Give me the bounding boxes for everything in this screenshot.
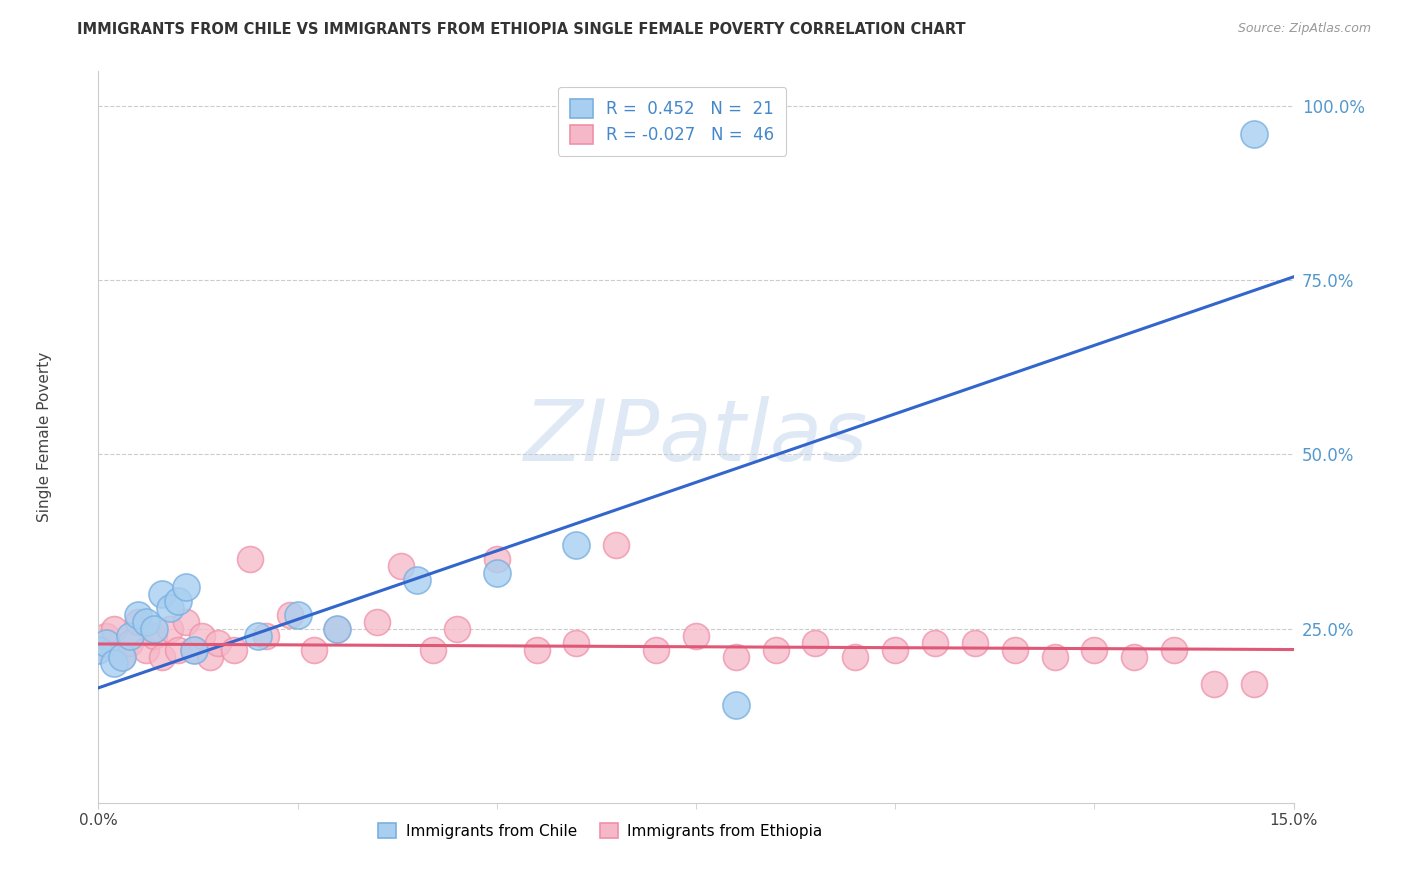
Point — [1083, 642, 1105, 657]
Point — [605, 538, 627, 552]
Point — [924, 635, 946, 649]
Point — [1243, 127, 1265, 141]
Text: Single Female Poverty: Single Female Poverty — [37, 352, 52, 522]
Point — [174, 615, 197, 629]
Point — [87, 642, 110, 657]
Point — [287, 607, 309, 622]
Point — [326, 622, 349, 636]
Point — [159, 622, 181, 636]
Point — [302, 642, 325, 657]
Point — [183, 642, 205, 657]
Point — [222, 642, 245, 657]
Point — [254, 629, 277, 643]
Point — [645, 642, 668, 657]
Point — [526, 642, 548, 657]
Point — [143, 622, 166, 636]
Point — [565, 635, 588, 649]
Text: ZIPatlas: ZIPatlas — [524, 395, 868, 479]
Point — [844, 649, 866, 664]
Text: IMMIGRANTS FROM CHILE VS IMMIGRANTS FROM ETHIOPIA SINGLE FEMALE POVERTY CORRELAT: IMMIGRANTS FROM CHILE VS IMMIGRANTS FROM… — [77, 22, 966, 37]
Point — [366, 615, 388, 629]
Legend: Immigrants from Chile, Immigrants from Ethiopia: Immigrants from Chile, Immigrants from E… — [371, 815, 830, 847]
Point — [135, 642, 157, 657]
Point — [1202, 677, 1225, 691]
Point — [150, 587, 173, 601]
Point — [111, 649, 134, 664]
Point — [1043, 649, 1066, 664]
Point — [207, 635, 229, 649]
Point — [239, 552, 262, 566]
Point — [127, 615, 149, 629]
Point — [150, 649, 173, 664]
Point — [120, 635, 142, 649]
Point — [804, 635, 827, 649]
Point — [724, 698, 747, 713]
Point — [389, 558, 412, 573]
Point — [1243, 677, 1265, 691]
Point — [183, 642, 205, 657]
Point — [103, 622, 125, 636]
Point — [143, 629, 166, 643]
Point — [1004, 642, 1026, 657]
Point — [191, 629, 214, 643]
Point — [485, 566, 508, 580]
Point — [246, 629, 269, 643]
Text: Source: ZipAtlas.com: Source: ZipAtlas.com — [1237, 22, 1371, 36]
Point — [884, 642, 907, 657]
Point — [422, 642, 444, 657]
Point — [111, 649, 134, 664]
Point — [1163, 642, 1185, 657]
Point — [120, 629, 142, 643]
Point — [765, 642, 787, 657]
Point — [406, 573, 429, 587]
Point — [565, 538, 588, 552]
Point — [159, 600, 181, 615]
Point — [326, 622, 349, 636]
Point — [963, 635, 986, 649]
Point — [96, 635, 118, 649]
Point — [103, 657, 125, 671]
Point — [685, 629, 707, 643]
Point — [278, 607, 301, 622]
Point — [135, 615, 157, 629]
Point — [446, 622, 468, 636]
Point — [127, 607, 149, 622]
Point — [87, 642, 110, 657]
Point — [485, 552, 508, 566]
Point — [174, 580, 197, 594]
Point — [167, 594, 190, 608]
Point — [96, 629, 118, 643]
Point — [167, 642, 190, 657]
Point — [198, 649, 221, 664]
Point — [1123, 649, 1146, 664]
Point — [724, 649, 747, 664]
